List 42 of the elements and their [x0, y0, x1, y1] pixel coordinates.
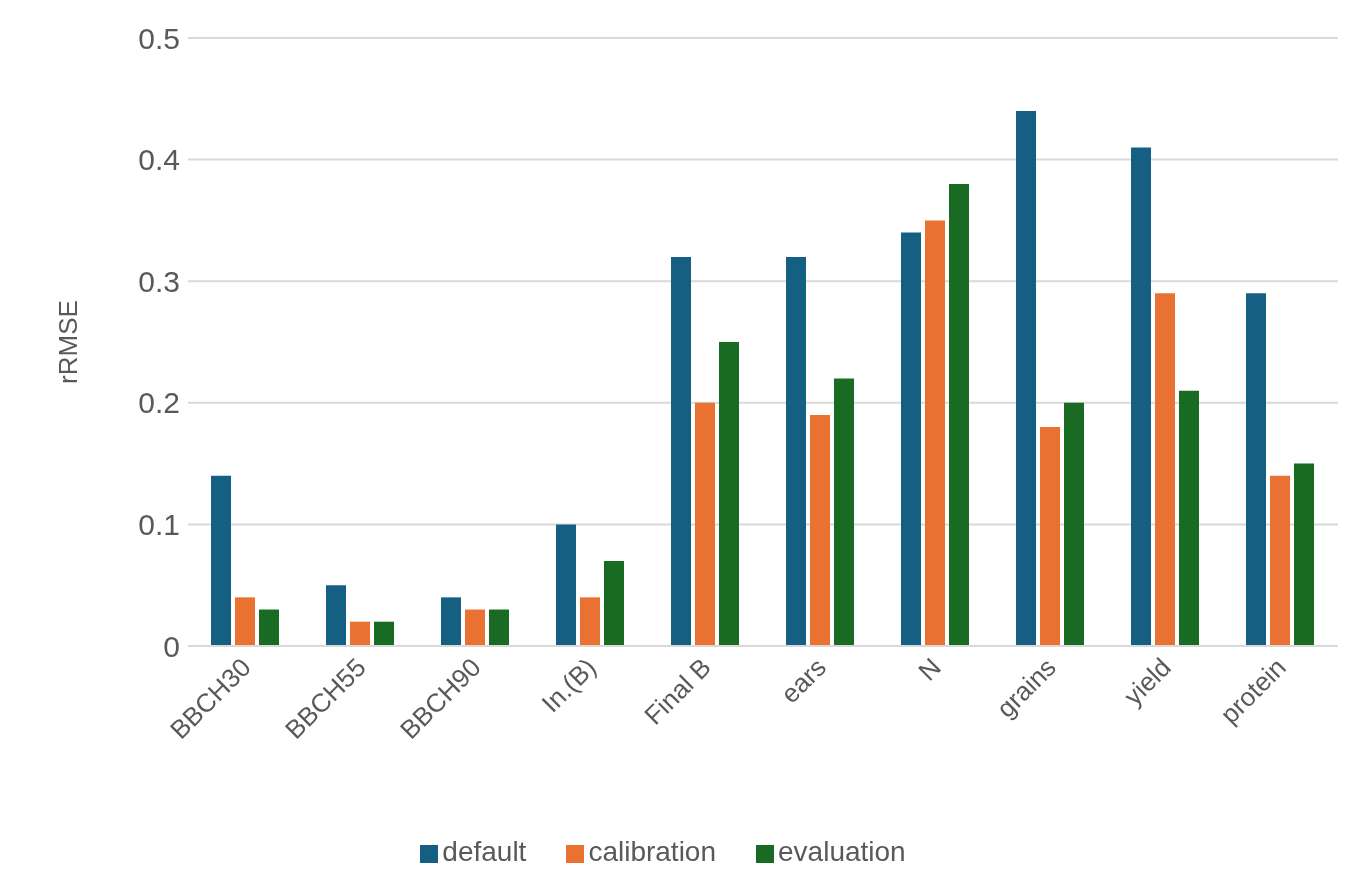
bar — [580, 597, 600, 646]
bar — [949, 183, 969, 646]
y-tick-label: 0.4 — [138, 143, 180, 177]
y-tick-label: 0.2 — [138, 386, 180, 420]
bar — [1064, 402, 1084, 646]
bar — [695, 402, 715, 646]
bar — [556, 524, 576, 646]
bar — [465, 609, 485, 646]
bar — [671, 256, 691, 646]
bar — [374, 621, 394, 646]
legend-label: default — [442, 836, 527, 867]
bar — [719, 342, 739, 646]
y-axis-title: rRMSE — [53, 300, 84, 384]
bar — [925, 220, 945, 646]
y-tick-label: 0.1 — [138, 508, 180, 542]
bar — [901, 232, 921, 646]
bar — [441, 597, 461, 646]
bar — [1270, 475, 1290, 646]
bar — [350, 621, 370, 646]
bar — [810, 414, 830, 646]
bar — [1016, 110, 1036, 646]
bar — [489, 609, 509, 646]
bar — [211, 475, 231, 646]
bar — [1246, 293, 1266, 646]
bar — [326, 585, 346, 646]
y-tick-label: 0.5 — [138, 21, 180, 55]
x-tick-label: N — [912, 652, 947, 687]
legend-label: evaluation — [778, 836, 906, 867]
bar — [1040, 427, 1060, 646]
bar — [235, 597, 255, 646]
x-tick-label: ears — [774, 652, 832, 710]
bar — [1179, 390, 1199, 646]
bar — [786, 256, 806, 646]
bar — [1131, 147, 1151, 646]
y-tick-label: 0 — [163, 629, 180, 663]
legend-label: calibration — [588, 836, 717, 867]
bar — [834, 378, 854, 646]
bar — [1155, 293, 1175, 646]
bar — [259, 609, 279, 646]
y-tick-label: 0.3 — [138, 264, 180, 298]
bar — [1294, 463, 1314, 646]
bar — [604, 560, 624, 646]
